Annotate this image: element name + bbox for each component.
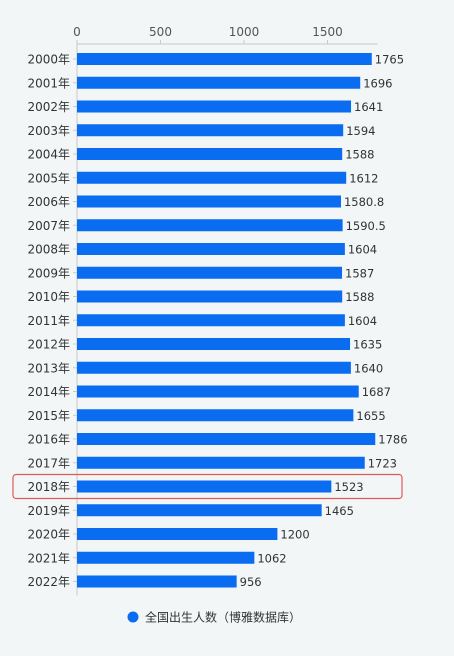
category-label: 2013年: [27, 361, 70, 375]
bar: [77, 528, 278, 540]
x-tick-label: 1500: [312, 25, 343, 39]
legend-label: 全国出生人数（博雅数据库）: [145, 610, 301, 625]
bar-value-label: 1687: [362, 385, 391, 399]
bar-value-label: 956: [240, 575, 262, 589]
category-label: 2021年: [27, 551, 70, 565]
bar: [77, 456, 365, 469]
bar-value-label: 1604: [348, 243, 377, 257]
category-label: 2004年: [27, 148, 70, 162]
category-label: 2016年: [27, 433, 70, 447]
category-label: 2010年: [27, 290, 70, 304]
bar-value-label: 1062: [257, 551, 286, 565]
category-label: 2019年: [27, 504, 70, 518]
bar-value-label: 1588: [345, 290, 374, 304]
bar: [77, 53, 372, 65]
category-label: 2005年: [27, 171, 70, 185]
bar-value-label: 1655: [356, 409, 385, 423]
bar-value-label: 1786: [378, 433, 407, 447]
bar-value-label: 1696: [363, 76, 392, 90]
bar: [77, 433, 376, 445]
x-tick-label: 1000: [229, 25, 260, 39]
bar-value-label: 1523: [334, 480, 363, 494]
bar-value-label: 1588: [345, 148, 374, 162]
bar-value-label: 1723: [368, 456, 397, 470]
bar-value-label: 1635: [353, 338, 382, 352]
bar-value-label: 1604: [348, 314, 377, 328]
category-label: 2012年: [27, 338, 70, 352]
category-label: 2002年: [27, 100, 70, 114]
category-label: 2007年: [27, 219, 70, 233]
bar: [77, 195, 341, 208]
x-tick-label: 500: [149, 25, 172, 39]
category-label: 2020年: [27, 528, 70, 542]
bar: [77, 314, 345, 327]
highlight-box: [12, 473, 403, 500]
bar: [77, 409, 354, 422]
category-label: 2008年: [27, 243, 70, 257]
bar-value-label: 1641: [354, 100, 383, 114]
bar-value-label: 1590.5: [346, 219, 386, 233]
bar: [77, 76, 361, 89]
category-label: 2000年: [27, 53, 70, 67]
category-label: 2009年: [27, 266, 70, 280]
bar-value-label: 1765: [375, 53, 404, 67]
bar: [77, 290, 343, 303]
category-label: 2017年: [27, 456, 70, 470]
bar-value-label: 1465: [325, 504, 354, 518]
category-label: 2022年: [27, 575, 70, 589]
bar: [77, 219, 343, 232]
bar: [77, 171, 347, 184]
x-tick-label: 0: [73, 25, 81, 39]
bar: [77, 504, 322, 517]
bar: [77, 124, 344, 137]
bar: [77, 266, 343, 279]
bar: [77, 361, 351, 374]
bar: [77, 385, 359, 398]
bar: [77, 338, 351, 350]
bar-value-label: 1200: [280, 528, 309, 542]
legend-marker: [127, 611, 139, 623]
bar: [77, 575, 237, 588]
bar: [77, 148, 343, 160]
bar-value-label: 1587: [345, 266, 374, 280]
bar-value-label: 1640: [354, 361, 383, 375]
category-label: 2014年: [27, 385, 70, 399]
category-label: 2006年: [27, 195, 70, 209]
bar-value-label: 1612: [349, 171, 378, 185]
bar: [77, 480, 332, 493]
bar: [77, 243, 345, 255]
bar-value-label: 1594: [346, 124, 375, 138]
category-label: 2018年: [27, 480, 70, 494]
category-label: 2011年: [27, 314, 70, 328]
category-label: 2003年: [27, 124, 70, 138]
category-label: 2001年: [27, 76, 70, 90]
category-label: 2015年: [27, 409, 70, 423]
bar-value-label: 1580.8: [344, 195, 384, 209]
bar: [77, 100, 352, 113]
bar: [77, 551, 255, 564]
